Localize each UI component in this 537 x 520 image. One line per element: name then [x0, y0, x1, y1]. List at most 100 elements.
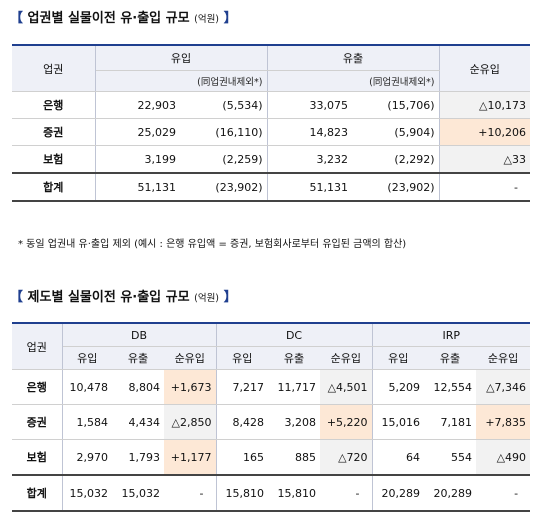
db-outflow: 4,434: [112, 404, 164, 440]
net-cell: △10,173: [439, 91, 530, 119]
dc-total-inflow: 15,810: [216, 474, 268, 512]
total-outflow: 51,131: [267, 172, 352, 202]
table1-header-inflow: 유입: [95, 44, 268, 71]
irp-net: △7,346: [476, 369, 531, 405]
db-outflow: 8,804: [112, 369, 164, 405]
total-inflow-excl: (23,902): [180, 172, 268, 202]
outflow-excl-cell: (5,904): [352, 118, 440, 146]
total-net: -: [439, 172, 530, 202]
irp-inflow: 15,016: [372, 404, 425, 440]
sub-header-inflow: 유입: [62, 346, 112, 370]
total-outflow-excl: (23,902): [352, 172, 440, 202]
total-row: 합계 51,131 (23,902) 51,131 (23,902) -: [12, 172, 530, 202]
sub-header-inflow: 유입: [372, 346, 425, 370]
dc-net: △720: [320, 439, 373, 476]
db-total-outflow: 15,032: [112, 474, 164, 512]
db-net: +1,673: [164, 369, 217, 405]
dc-inflow: 7,217: [216, 369, 268, 405]
db-net: △2,850: [164, 404, 217, 440]
table1-title: 【 업권별 실물이전 유·출입 규모 (억원) 】: [10, 11, 237, 26]
table-row: 은행 10,478 8,804 +1,673 7,217 11,717 △4,5…: [12, 369, 531, 405]
sub-header-outflow: 유출: [424, 346, 477, 370]
irp-inflow: 64: [372, 439, 425, 476]
row-label: 은행: [12, 91, 96, 119]
inflow-excl-cell: (2,259): [180, 145, 268, 174]
outflow-excl-cell: (2,292): [352, 145, 440, 174]
outflow-excl-cell: (15,706): [352, 91, 440, 119]
irp-inflow: 5,209: [372, 369, 425, 405]
table-row: 증권 1,584 4,434 △2,850 8,428 3,208 +5,220…: [12, 404, 531, 440]
sub-header-net: 순유입: [164, 346, 217, 370]
inflow-cell: 25,029: [95, 118, 180, 146]
sub-header-outflow: 유출: [268, 346, 320, 370]
dc-outflow: 885: [268, 439, 320, 476]
inflow-cell: 3,199: [95, 145, 180, 174]
inflow-excl-cell: (16,110): [180, 118, 268, 146]
total-label: 합계: [12, 172, 96, 202]
table2-unit: (억원): [194, 293, 220, 304]
dc-inflow: 8,428: [216, 404, 268, 440]
table1-unit: (억원): [194, 14, 220, 25]
table1-title-text: 업권별 실물이전 유·출입 규모: [27, 11, 190, 26]
total-label: 합계: [12, 474, 63, 512]
sub-header-outflow: 유출: [112, 346, 164, 370]
irp-outflow: 554: [424, 439, 477, 476]
sub-header-net: 순유입: [320, 346, 373, 370]
table1-header-net: 순유입: [439, 44, 530, 92]
row-label: 보험: [12, 439, 63, 476]
dc-outflow: 3,208: [268, 404, 320, 440]
dc-outflow: 11,717: [268, 369, 320, 405]
outflow-cell: 3,232: [267, 145, 352, 174]
group-header-irp: IRP: [372, 322, 531, 347]
table-row: 은행 22,903 (5,534) 33,075 (15,706) △10,17…: [12, 91, 530, 119]
net-cell: △33: [439, 145, 530, 174]
inflow-excl-cell: (5,534): [180, 91, 268, 119]
dc-net: +5,220: [320, 404, 373, 440]
table2-header-sector: 업권: [12, 322, 63, 370]
db-outflow: 1,793: [112, 439, 164, 476]
inflow-cell: 22,903: [95, 91, 180, 119]
row-label: 증권: [12, 118, 96, 146]
table1-footnote: * 동일 업권내 유·출입 제외 (예시 : 은행 유입액 = 증권, 보험회사…: [18, 239, 407, 250]
dc-net: △4,501: [320, 369, 373, 405]
table1-header-sector: 업권: [12, 44, 96, 92]
row-label: 보험: [12, 145, 96, 174]
irp-net: +7,835: [476, 404, 531, 440]
table1-header-outflow: 유출: [267, 44, 440, 71]
sub-header-inflow: 유입: [216, 346, 268, 370]
table2-title: 【 제도별 실물이전 유·출입 규모 (억원) 】: [10, 290, 237, 305]
total-inflow: 51,131: [95, 172, 180, 202]
group-header-db: DB: [62, 322, 217, 347]
group-header-dc: DC: [216, 322, 373, 347]
scheme-flow-table: 업권 DB DC IRP 유입 유출 순유입 유입 유출 순유입 유입 유출 순…: [12, 322, 531, 512]
outflow-cell: 33,075: [267, 91, 352, 119]
irp-total-inflow: 20,289: [372, 474, 425, 512]
table1-outflow-subnote: (同업권내제외*): [352, 70, 440, 92]
total-row: 합계 15,032 15,032 - 15,810 15,810 - 20,28…: [12, 474, 531, 512]
table-row: 증권 25,029 (16,110) 14,823 (5,904) +10,20…: [12, 118, 530, 146]
dc-inflow: 165: [216, 439, 268, 476]
irp-total-outflow: 20,289: [424, 474, 477, 512]
irp-total-net: -: [476, 474, 531, 512]
irp-outflow: 12,554: [424, 369, 477, 405]
table-row: 보험 2,970 1,793 +1,177 165 885 △720 64 55…: [12, 439, 531, 476]
row-label: 은행: [12, 369, 63, 405]
sector-flow-table: 업권 유입 유출 순유입 (同업권내제외*) (同업권내제외*) 은행 22,9…: [12, 44, 530, 202]
row-label: 증권: [12, 404, 63, 440]
db-total-net: -: [164, 474, 217, 512]
table1-inflow-subnote: (同업권내제외*): [180, 70, 268, 92]
db-net: +1,177: [164, 439, 217, 476]
net-cell: +10,206: [439, 118, 530, 146]
db-inflow: 1,584: [62, 404, 112, 440]
dc-total-outflow: 15,810: [268, 474, 320, 512]
table-row: 보험 3,199 (2,259) 3,232 (2,292) △33: [12, 145, 530, 174]
dc-total-net: -: [320, 474, 373, 512]
irp-net: △490: [476, 439, 531, 476]
db-inflow: 10,478: [62, 369, 112, 405]
irp-outflow: 7,181: [424, 404, 477, 440]
db-inflow: 2,970: [62, 439, 112, 476]
table2-title-text: 제도별 실물이전 유·출입 규모: [27, 290, 190, 305]
sub-header-net: 순유입: [476, 346, 531, 370]
outflow-cell: 14,823: [267, 118, 352, 146]
db-total-inflow: 15,032: [62, 474, 112, 512]
